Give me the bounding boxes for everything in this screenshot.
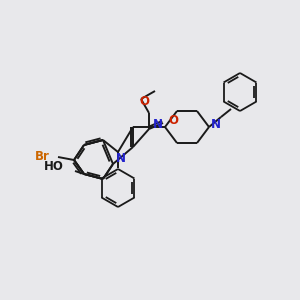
Text: N: N [116, 152, 126, 166]
Text: O: O [168, 115, 178, 128]
Text: N: N [211, 118, 221, 131]
Text: HO: HO [44, 160, 64, 173]
Text: Br: Br [35, 151, 50, 164]
Text: O: O [139, 95, 149, 108]
Text: N: N [153, 118, 163, 131]
